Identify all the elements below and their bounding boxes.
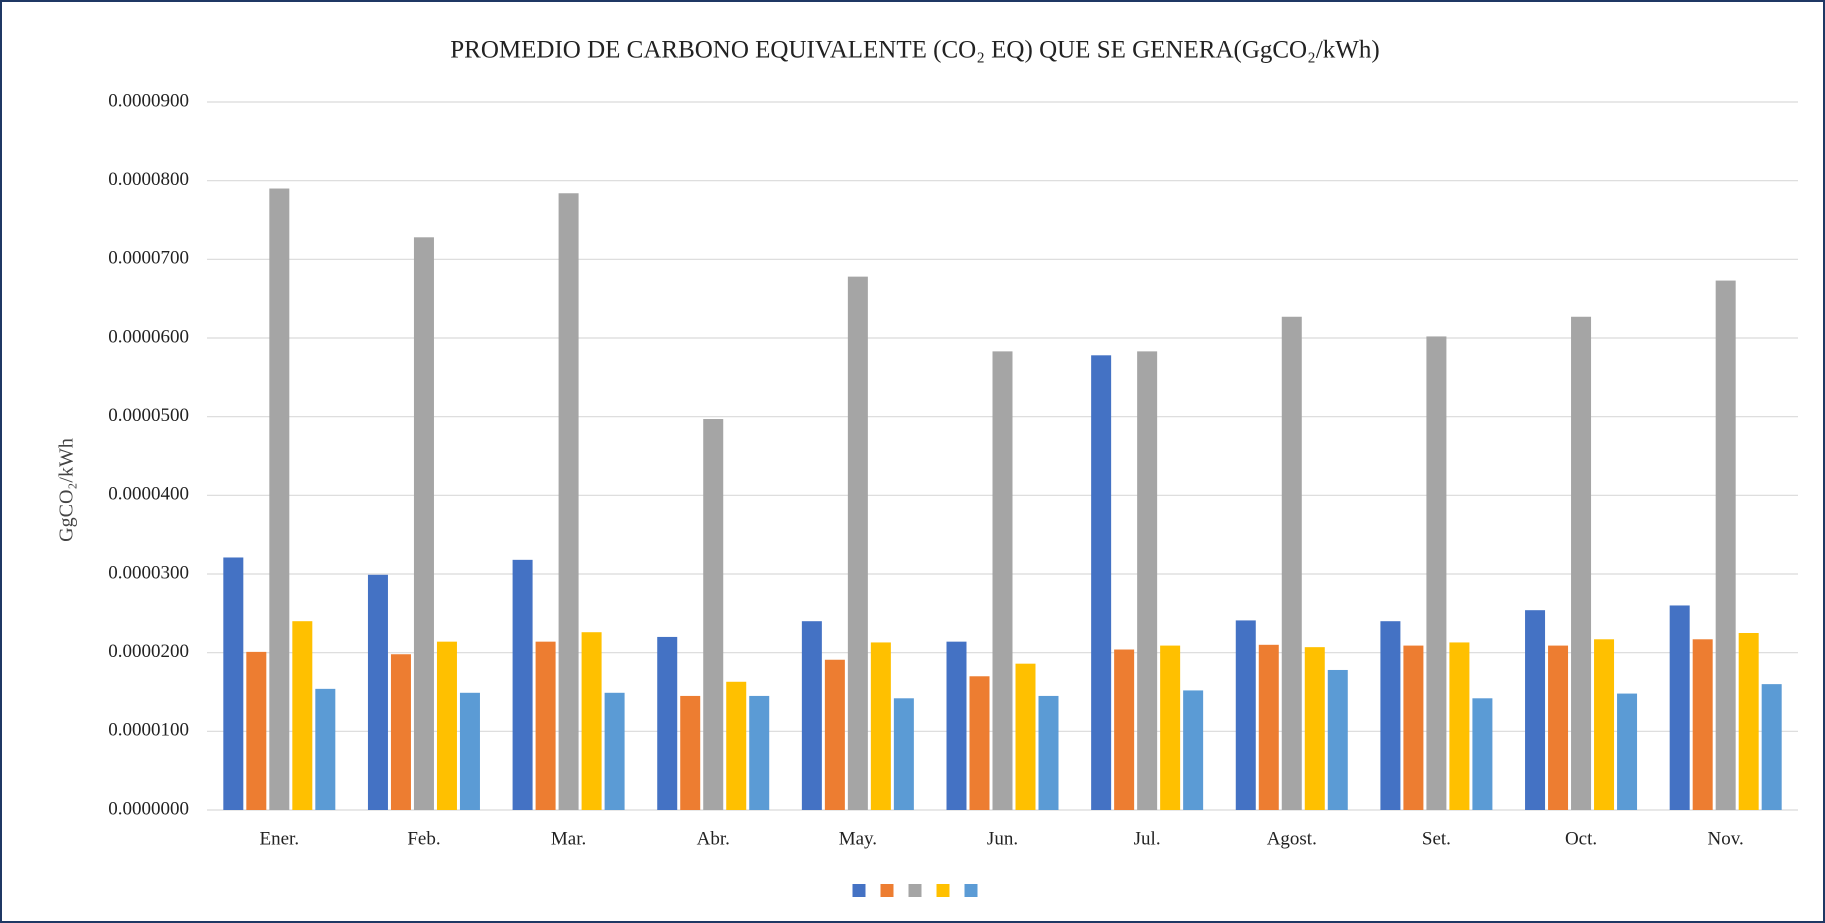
y-tick-label: 0.0000800	[108, 169, 189, 190]
bar	[1669, 605, 1690, 810]
bar	[367, 574, 388, 810]
y-tick-label: 0.0000000	[108, 798, 189, 819]
legend-swatch	[880, 884, 894, 897]
y-tick-label: 0.0000600	[108, 326, 189, 347]
bar	[1183, 690, 1204, 810]
bar	[824, 659, 845, 810]
bar	[1617, 693, 1638, 810]
bar	[893, 698, 914, 810]
bar	[703, 419, 724, 810]
bar	[847, 276, 868, 810]
y-tick-label: 0.0000200	[108, 641, 189, 662]
bar	[1472, 698, 1493, 810]
bar	[1160, 645, 1181, 810]
bar	[459, 692, 480, 810]
bar	[1380, 621, 1401, 810]
bar	[436, 641, 457, 810]
bar	[413, 237, 434, 811]
bar	[1715, 280, 1736, 810]
bar	[726, 681, 747, 810]
legend-swatch	[908, 884, 922, 897]
bar	[269, 188, 290, 811]
bar	[292, 621, 313, 810]
y-tick-label: 0.0000100	[108, 720, 189, 741]
x-tick-label: May.	[839, 828, 877, 849]
x-tick-label: Oct.	[1565, 828, 1597, 849]
bar	[1525, 610, 1546, 810]
bar	[1235, 620, 1256, 810]
x-tick-label: Jun.	[987, 828, 1018, 849]
bar	[1449, 642, 1470, 810]
bar	[1548, 645, 1569, 810]
x-tick-label: Mar.	[551, 828, 586, 849]
bar	[657, 636, 678, 810]
x-tick-label: Abr.	[697, 828, 730, 849]
legend-swatch	[852, 884, 866, 897]
legend-swatch	[964, 884, 978, 897]
bar	[1258, 644, 1279, 810]
bar	[870, 642, 891, 810]
bar	[604, 692, 625, 810]
bar	[1304, 647, 1325, 810]
y-tick-label: 0.0000700	[108, 248, 189, 269]
bar	[535, 641, 556, 810]
bar	[969, 676, 990, 810]
x-tick-label: Agost.	[1267, 828, 1317, 849]
x-tick-label: Jul.	[1134, 828, 1161, 849]
bar	[1137, 351, 1158, 810]
bar	[1761, 684, 1782, 810]
bar	[558, 193, 579, 811]
bar	[246, 651, 267, 810]
bar	[1594, 639, 1615, 810]
bar	[315, 688, 336, 810]
bar	[1426, 336, 1447, 810]
bar	[1327, 669, 1348, 810]
bar	[1038, 695, 1059, 810]
y-axis-title: GgCO₂/kWh	[56, 438, 78, 542]
bar	[1114, 649, 1135, 810]
bar	[680, 695, 701, 810]
bar	[223, 557, 244, 810]
bar	[801, 621, 822, 810]
bar	[390, 654, 411, 810]
bar	[1692, 639, 1713, 810]
y-tick-label: 0.0000400	[108, 484, 189, 505]
bar	[1403, 645, 1424, 810]
x-tick-label: Nov.	[1708, 828, 1744, 849]
bar	[1015, 663, 1036, 810]
y-tick-label: 0.0000500	[108, 405, 189, 426]
y-tick-label: 0.0000300	[108, 562, 189, 583]
x-tick-label: Ener.	[260, 828, 300, 849]
x-tick-label: Set.	[1422, 828, 1451, 849]
bar	[749, 695, 770, 810]
legend-swatch	[936, 884, 950, 897]
x-tick-label: Feb.	[407, 828, 440, 849]
bar	[1281, 316, 1302, 810]
bar	[1091, 355, 1112, 810]
bar	[512, 559, 533, 810]
bar	[1738, 633, 1759, 810]
bar	[946, 641, 967, 810]
y-tick-label: 0.0000900	[108, 90, 189, 111]
bar	[581, 632, 602, 810]
bar	[1571, 316, 1592, 810]
bar	[992, 351, 1013, 810]
chart-title: PROMEDIO DE CARBONO EQUIVALENTE (CO₂ EQ)…	[450, 37, 1379, 64]
